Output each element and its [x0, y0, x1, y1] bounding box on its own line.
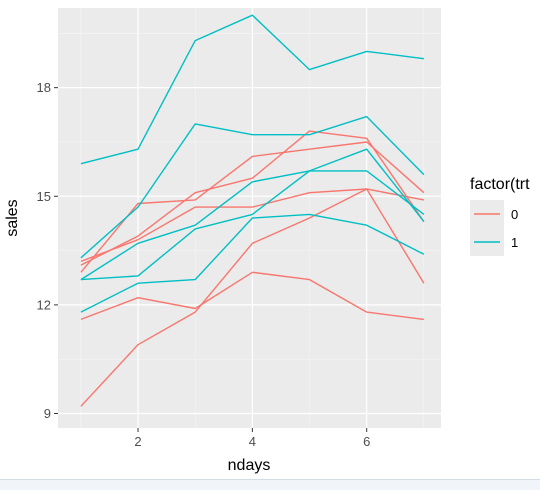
- y-tick-label: 9: [44, 406, 51, 421]
- legend-label: 0: [511, 207, 518, 222]
- y-tick-label: 12: [37, 297, 51, 312]
- y-tick-label: 18: [37, 80, 51, 95]
- series-line-group-0: [80, 130, 425, 266]
- legend-keys: 01: [470, 200, 518, 256]
- x-tick-label: 2: [134, 434, 141, 449]
- window-bottom-strip: [0, 479, 540, 490]
- y-axis-title: sales: [4, 199, 21, 236]
- series-line-group-0: [80, 271, 424, 321]
- series-lines: [80, 14, 425, 407]
- series-line-group-1: [80, 14, 424, 165]
- legend-label: 1: [511, 235, 518, 250]
- x-axis-ticks: 2 4 6: [134, 428, 370, 449]
- y-axis-ticks: 9 12 15 18: [37, 80, 58, 421]
- series-line-group-0: [80, 188, 425, 263]
- legend-title: factor(trt: [470, 176, 530, 193]
- series-line-group-1: [80, 213, 425, 313]
- series-line-group-1: [80, 170, 425, 281]
- series-line-group-0: [80, 141, 425, 273]
- x-tick-label: 6: [363, 434, 370, 449]
- y-tick-label: 15: [37, 189, 51, 204]
- x-axis-title: ndays: [228, 457, 271, 474]
- series-line-group-1: [80, 115, 425, 259]
- x-tick-label: 4: [249, 434, 256, 449]
- series-line-group-1: [80, 148, 425, 281]
- legend: factor(trt 01: [470, 176, 530, 256]
- plot-panel: [58, 8, 441, 428]
